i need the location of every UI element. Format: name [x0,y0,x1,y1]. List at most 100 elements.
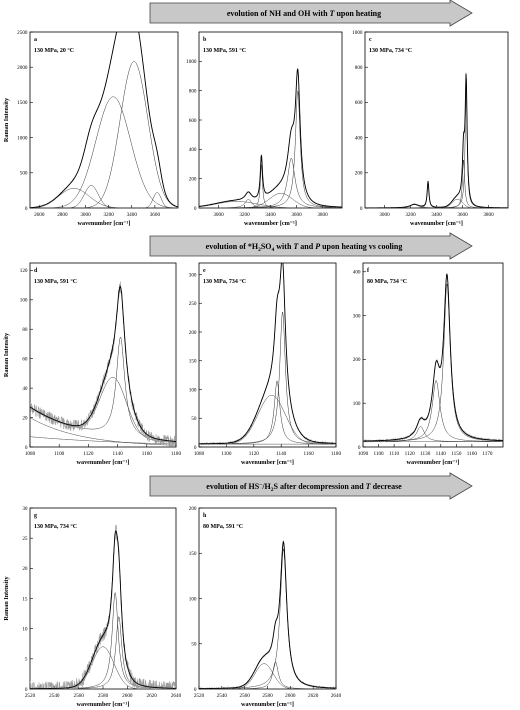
panel-label: e [203,268,206,274]
y-tick-label: 20 [22,415,28,421]
banner-text-part: SO [261,242,272,251]
x-tick-label: 2560 [73,693,84,699]
fit-envelope [363,273,503,442]
measured-spectrum [199,263,336,446]
banner-text-part: upon heating [334,9,381,18]
banner-text-part: P [315,242,320,251]
x-tick-label: 3200 [103,212,114,218]
fitted-peak [30,377,176,443]
y-tick-label: 200 [189,176,197,182]
x-tick-label: 1160 [467,451,478,457]
y-tick-label: 150 [189,359,197,365]
panel-condition: 80 MPa, 591 °C [203,523,243,530]
measured-spectrum [363,273,503,443]
x-tick-label: 2600 [34,212,45,218]
fit-envelope [30,285,176,442]
x-axis-label: wavenumber [cm⁻¹] [77,701,130,708]
y-tick-label: 0 [360,206,363,212]
y-tick-label: 200 [189,506,197,512]
banner-text-part: T [366,482,372,491]
fitted-peak [30,185,178,208]
banner-text-part: evolution of NH and OH with [227,9,330,18]
y-tick-label: 600 [355,100,363,106]
measured-spectrum [199,541,336,689]
fitted-peak [30,192,178,208]
y-tick-label: 100 [189,387,197,393]
panel-label: a [34,37,37,43]
y-tick-label: 100 [20,298,28,304]
x-axis-label: wavenumber [cm⁻¹] [407,459,460,466]
y-tick-label: 50 [191,416,197,422]
panel-label: h [203,513,207,519]
banner-arrow-shape [149,472,473,500]
panel-d: 1080 1100 1120 1140 1160 1180 0 20 40 60 80 100 120 w… [3,262,182,466]
x-tick-label: 1100 [221,451,232,457]
banner-text-part: /H [261,482,271,491]
y-tick-label: 300 [353,313,361,319]
panel-condition: 130 MPa, 734 °C [369,47,412,54]
panel-label: b [203,37,207,43]
x-tick-label: 1160 [142,451,153,457]
fitted-peak [365,159,508,208]
y-tick-label: 120 [20,268,28,274]
fitted-peak [365,86,508,208]
y-tick-label: 0 [25,206,28,212]
y-tick-label: 400 [189,147,197,153]
panel-e: 1080 1100 1120 1140 1160 1180 0 50 100 150 200 250 3… [189,262,341,466]
y-tick-label: 800 [189,88,197,94]
x-tick-label: 1120 [83,451,94,457]
y-tick-label: 100 [353,401,361,407]
panel-a: 2600 2800 3000 3200 3400 3600 0 500 1000 1500 2000… [3,30,179,227]
x-tick-label: 2560 [239,693,250,699]
curves [30,32,178,208]
x-tick-label: 1140 [436,451,447,457]
x-tick-label: 2520 [194,693,205,699]
fitted-peak [363,426,503,442]
x-tick-label: 3400 [127,212,138,218]
fitted-peak [30,336,176,442]
fitted-peak [199,90,342,208]
x-tick-label: 1110 [389,451,399,457]
x-tick-label: 2520 [25,693,36,699]
x-tick-label: 3400 [265,212,276,218]
y-tick-label: 50 [191,642,197,648]
y-tick-label: 1000 [352,30,363,36]
y-tick-label: 200 [355,171,363,177]
x-tick-label: 1180 [171,451,182,457]
plot-frame [29,262,177,448]
x-tick-label: 3200 [405,212,416,218]
x-tick-label: 2620 [308,693,319,699]
x-tick-label: 2800 [57,212,68,218]
panel-condition: 130 MPa, 591 °C [34,278,77,285]
fitted-peak [199,157,342,208]
x-tick-label: 3400 [431,212,442,218]
x-tick-label: 3600 [457,212,468,218]
y-tick-label: 0 [25,445,28,451]
x-tick-label: 3800 [483,212,494,218]
y-tick-label: 0 [358,445,361,451]
fitted-peak [199,193,342,208]
x-tick-label: 3000 [80,212,91,218]
banner-text: evolution of *H2SO4 with T and P upon he… [206,242,403,253]
x-tick-label: 2640 [171,693,182,699]
panel-label: c [369,37,372,43]
x-tick-label: 3000 [379,212,390,218]
x-axis-label: wavenumber [cm⁻¹] [410,220,463,227]
banner-text-part: 2 [258,247,261,253]
x-tick-label: 1090 [358,451,369,457]
x-axis-label: wavenumber [cm⁻¹] [241,459,294,466]
x-tick-label: 2540 [49,693,60,699]
x-tick-label: 2620 [146,693,157,699]
plot-frame [29,507,177,690]
x-tick-label: 2540 [217,693,228,699]
banner-text: evolution of HS−/H2S after decompression… [206,482,402,493]
y-tick-label: 600 [189,118,197,124]
banner-arrow-shape [149,232,473,260]
y-tick-label: 100 [189,596,197,602]
banner-text-part: S after decompression and [274,482,366,491]
y-tick-label: 1000 [186,59,197,65]
banner-text-part: evolution of HS [206,482,259,491]
x-axis-label: wavenumber [cm⁻¹] [78,220,131,227]
banner-text-part: 4 [272,247,275,253]
y-tick-label: 0 [194,445,197,451]
